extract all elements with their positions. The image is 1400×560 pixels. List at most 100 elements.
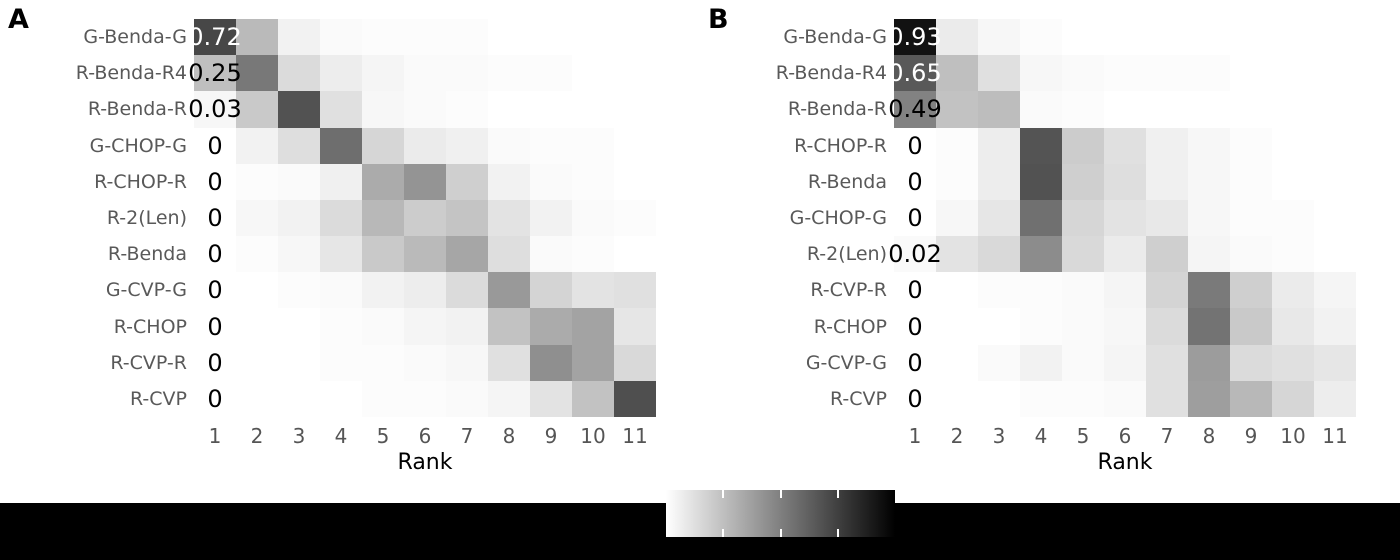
- heatmap-cell: [236, 380, 278, 417]
- heatmap-cell: [446, 19, 488, 56]
- heatmap-cell: [278, 380, 320, 417]
- heatmap-cell: [1020, 344, 1062, 381]
- heatmap-cell: [320, 127, 362, 164]
- heatmap-cell: [936, 344, 978, 381]
- heatmap-cell: [572, 163, 614, 200]
- heatmap-cell: [236, 55, 278, 92]
- heatmap-cell: [278, 91, 320, 128]
- heatmap-cell: [936, 236, 978, 273]
- heatmap-cell: [194, 236, 236, 273]
- rank1-value-label: 0: [907, 384, 923, 413]
- heatmap-cell: [404, 55, 446, 92]
- heatmap-cell: [1104, 308, 1146, 345]
- heatmap-cell: [572, 308, 614, 345]
- heatmap-cell: [1314, 163, 1356, 200]
- heatmap-cell: [362, 91, 404, 128]
- heatmap-cell: [1188, 163, 1230, 200]
- heatmap-cell: [1272, 236, 1314, 273]
- heatmap-cell: [936, 55, 978, 92]
- heatmap-cell: [194, 199, 236, 237]
- heatmap-cell: [236, 91, 278, 128]
- rank1-value-label: 0: [207, 312, 223, 341]
- rank1-value-label: 0: [207, 240, 223, 269]
- heatmap-cell: [614, 380, 656, 417]
- heatmap-cell: [320, 91, 362, 128]
- heatmap-cell: [236, 163, 278, 200]
- heatmap-cell: [978, 308, 1020, 345]
- heatmap-cell: [1188, 380, 1230, 417]
- heatmap-cell: [1062, 380, 1104, 417]
- row-label: R-CVP: [829, 387, 887, 410]
- heatmap-cell: [488, 91, 530, 128]
- heatmap-cell: [1020, 199, 1062, 237]
- heatmap-cell: [530, 380, 572, 417]
- rank1-value-label: 0.49: [888, 95, 942, 124]
- heatmap-cell: [530, 91, 572, 128]
- row-label: G-Benda-G: [783, 26, 887, 49]
- row-label: R-Benda-R: [787, 98, 887, 121]
- heatmap-cell: [236, 199, 278, 237]
- heatmap-cell: [1146, 236, 1188, 273]
- heatmap-cell: [488, 199, 530, 237]
- row-label: G-CVP-G: [805, 351, 887, 374]
- heatmap-cell: [1062, 19, 1104, 56]
- x-tick-label: 5: [376, 424, 390, 448]
- heatmap-cell: [488, 380, 530, 417]
- row-label: R-2(Len): [106, 206, 187, 229]
- rank1-value-label: 0.25: [188, 59, 242, 88]
- heatmap-cell: [1272, 163, 1314, 200]
- heatmap-cell: [1272, 91, 1314, 128]
- heatmap-cell: [446, 55, 488, 92]
- heatmap-cell: [1146, 91, 1188, 128]
- heatmap-cell: [572, 199, 614, 237]
- heatmap-cell: [1272, 344, 1314, 381]
- heatmap-cell: [572, 236, 614, 273]
- rank1-value-label: 0: [207, 384, 223, 413]
- row-label: R-CVP-R: [110, 351, 187, 374]
- heatmap-cell: [404, 199, 446, 237]
- heatmap-cell: [194, 127, 236, 164]
- heatmap-cell: [1272, 55, 1314, 92]
- heatmap-cell: [1020, 236, 1062, 273]
- heatmap-cell: [1020, 308, 1062, 345]
- heatmap-cell: [530, 344, 572, 381]
- heatmap-cell: [1230, 55, 1272, 92]
- heatmap-cell: [978, 163, 1020, 200]
- heatmap-cell: [320, 344, 362, 381]
- heatmap-cell: [978, 199, 1020, 237]
- heatmap-cell: [1020, 380, 1062, 417]
- rank1-value-label: 0: [907, 276, 923, 305]
- heatmap-cell: [1188, 199, 1230, 237]
- heatmap-cell: [978, 272, 1020, 309]
- rank1-value-label: 0: [207, 167, 223, 196]
- heatmap-cell: [1314, 308, 1356, 345]
- x-axis-title: Rank: [397, 450, 453, 475]
- heatmap-cell: [572, 127, 614, 164]
- heatmap-cell: [194, 91, 236, 128]
- heatmap-cell: [1020, 163, 1062, 200]
- heatmap-cell: [362, 163, 404, 200]
- heatmap-cell: [194, 163, 236, 200]
- x-tick-label: 1: [208, 424, 222, 448]
- row-label: G-Benda-G: [83, 26, 187, 49]
- heatmap-cell: [488, 308, 530, 345]
- x-tick-label: 8: [1202, 424, 1216, 448]
- heatmap-cell: [278, 55, 320, 92]
- x-tick-label: 10: [1280, 424, 1306, 448]
- heatmap-cell: [362, 127, 404, 164]
- heatmap-cell: [278, 19, 320, 56]
- heatmap-cell: [278, 272, 320, 309]
- heatmap-cell: [320, 236, 362, 273]
- heatmap-cell: [1272, 19, 1314, 56]
- heatmap-cell: [1062, 55, 1104, 92]
- heatmap-cell: [936, 380, 978, 417]
- heatmap-cell: [446, 199, 488, 237]
- heatmap-cell: [1146, 308, 1188, 345]
- heatmap-cell: [894, 308, 936, 345]
- x-tick-label: 11: [622, 424, 648, 448]
- rank1-value-label: 0: [907, 131, 923, 160]
- heatmap-cell: [1314, 272, 1356, 309]
- panel-a: A G-Benda-G R-Benda-R4 R-Benda-R G-CHOP-G R-…: [0, 0, 700, 490]
- heatmap-cell: [488, 127, 530, 164]
- panel-a-heatmap: [194, 19, 656, 417]
